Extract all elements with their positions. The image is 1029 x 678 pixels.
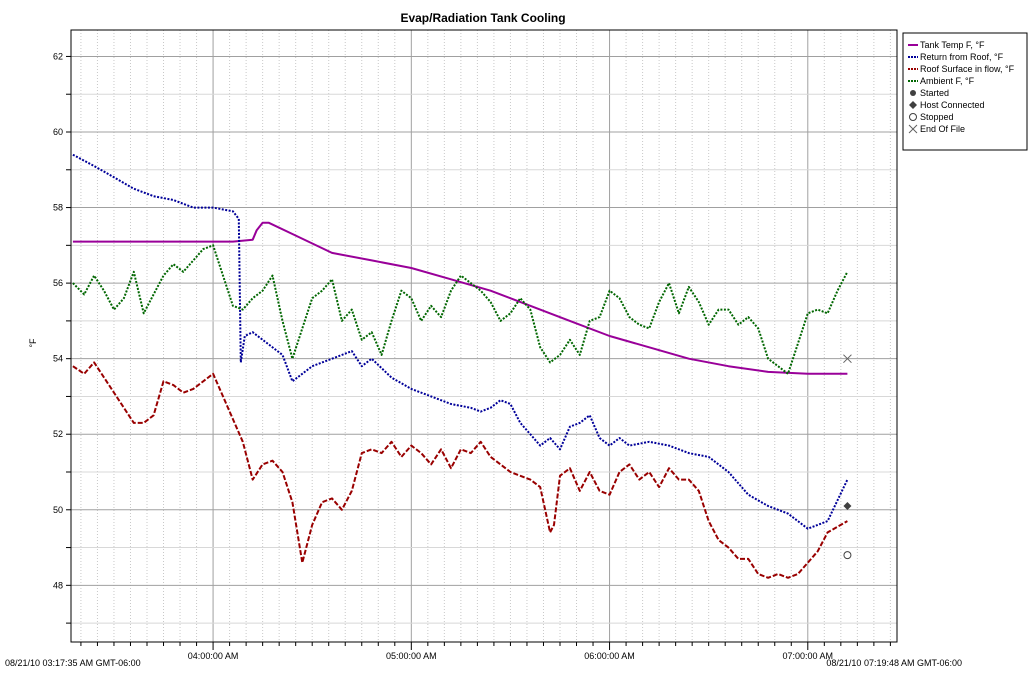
legend-marker-3 [908, 124, 918, 134]
x-tick-label: 07:00:00 AM [783, 651, 834, 661]
x-tick-label: 04:00:00 AM [188, 651, 239, 661]
y-tick-label: 60 [53, 127, 63, 137]
series-line-3 [72, 244, 849, 375]
legend-box [902, 32, 1028, 151]
series-line-1 [72, 153, 849, 530]
axes-layer: 48 50 52 54 56 58 60 62 04:00:00 AM 05:00:00 AM 06… [53, 51, 891, 661]
legend-marker-0 [910, 90, 916, 96]
chart-title: Evap/Radiation Tank Cooling [400, 11, 565, 25]
y-tick-label: 62 [53, 51, 63, 61]
y-tick-label: 56 [53, 278, 63, 288]
y-tick-label: 50 [53, 505, 63, 515]
y-tick-label: 58 [53, 203, 63, 213]
end-time-label: 08/21/10 07:19:48 AM GMT-06:00 [826, 658, 962, 668]
start-time-label: 08/21/10 03:17:35 AM GMT-06:00 [5, 658, 141, 668]
legend-label-0: Tank Temp F, °F [920, 40, 985, 50]
legend-marker-label-1: Host Connected [920, 100, 985, 110]
legend-marker-label-0: Started [920, 88, 949, 98]
series-layer [72, 153, 852, 579]
legend-marker-label-3: End Of File [920, 124, 965, 134]
legend-label-1: Return from Roof, °F [920, 52, 1004, 62]
legend-label-2: Roof Surface in flow, °F [920, 64, 1015, 74]
y-tick-label: 48 [53, 580, 63, 590]
y-axis-label: °F [28, 338, 38, 348]
marker-point-3 [843, 354, 852, 364]
series-line-0 [72, 221, 848, 375]
x-tick-label: 06:00:00 AM [584, 651, 635, 661]
legend-marker-2 [909, 113, 917, 121]
chart-legend: Tank Temp F, °F Return from Roof, °F Roof … [902, 32, 1028, 151]
x-tick-label: 05:00:00 AM [386, 651, 437, 661]
marker-point-2 [843, 551, 852, 560]
legend-marker-label-2: Stopped [920, 112, 954, 122]
legend-label-3: Ambient F, °F [920, 76, 975, 86]
legend-marker-1 [909, 101, 917, 109]
plot-area-frame [70, 29, 898, 643]
grid-layer [71, 30, 897, 642]
y-tick-label: 54 [53, 354, 63, 364]
marker-point-1 [843, 502, 852, 510]
y-tick-label: 52 [53, 429, 63, 439]
series-line-2 [72, 361, 848, 579]
